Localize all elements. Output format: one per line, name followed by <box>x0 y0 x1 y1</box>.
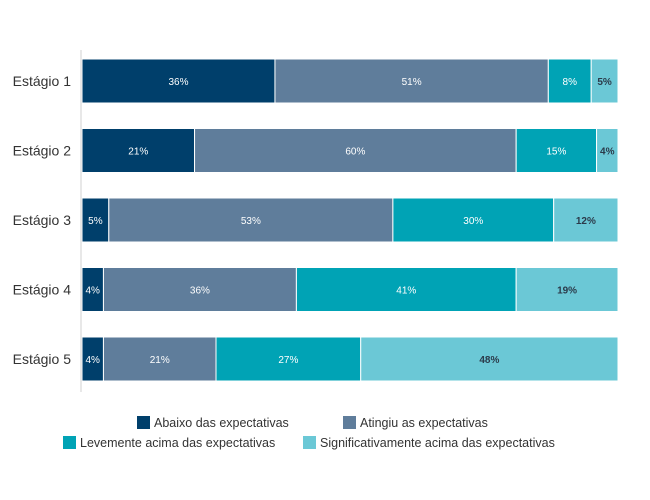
bar-segment <box>274 58 549 104</box>
legend: Abaixo das expectativas Atingiu as expect… <box>63 416 555 450</box>
category-label: Estágio 5 <box>13 351 72 367</box>
data-label: 8% <box>563 77 578 88</box>
data-label: 5% <box>597 77 612 88</box>
category-label: Estágio 2 <box>13 143 72 159</box>
data-label: 5% <box>88 216 103 227</box>
data-label: 41% <box>396 286 416 297</box>
legend-swatch <box>63 436 76 449</box>
legend-swatch <box>137 416 150 429</box>
data-label: 4% <box>600 147 615 158</box>
data-label: 21% <box>128 147 148 158</box>
legend-label: Atingiu as expectativas <box>360 416 488 430</box>
data-label: 4% <box>85 355 100 366</box>
bar-segment <box>515 267 619 312</box>
data-label: 30% <box>463 216 483 227</box>
bar-segment <box>215 336 362 382</box>
category-label: Estágio 1 <box>13 73 72 89</box>
bar-segment <box>102 267 297 312</box>
data-label: 21% <box>150 355 170 366</box>
legend-label: Levemente acima das expectativas <box>80 436 275 450</box>
data-label: 4% <box>85 286 100 297</box>
data-label: 48% <box>479 355 499 366</box>
data-label: 51% <box>402 77 422 88</box>
bar-segment <box>596 128 619 173</box>
data-label: 36% <box>168 77 188 88</box>
legend-label: Abaixo das expectativas <box>154 416 289 430</box>
data-label: 12% <box>576 216 596 227</box>
bar-segment <box>590 58 619 104</box>
bar-segment <box>547 58 592 104</box>
bar-segment <box>108 197 394 243</box>
bar-segment <box>194 128 517 173</box>
bar-segment <box>392 197 555 243</box>
data-label: 27% <box>278 355 298 366</box>
data-label: 60% <box>345 147 365 158</box>
bars-group: 36% 51% 8% 5% 21% 60% 15% 4% 5% 53% 30% 12% 4% 36% 41%… <box>81 58 619 382</box>
bar-segment <box>102 336 217 382</box>
data-label: 19% <box>557 286 577 297</box>
category-label: Estágio 3 <box>13 212 72 228</box>
legend-label: Significativamente acima das expectativa… <box>320 436 555 450</box>
category-labels-group: Estágio 1 Estágio 2 Estágio 3 Estágio 4 Está… <box>13 73 72 367</box>
category-label: Estágio 4 <box>13 282 72 298</box>
bar-segment <box>553 197 619 243</box>
legend-swatch <box>343 416 356 429</box>
data-label: 53% <box>241 216 261 227</box>
data-label: 15% <box>546 147 566 158</box>
legend-swatch <box>303 436 316 449</box>
data-label: 36% <box>190 286 210 297</box>
bar-segment <box>360 336 619 382</box>
bar-segment <box>295 267 517 312</box>
